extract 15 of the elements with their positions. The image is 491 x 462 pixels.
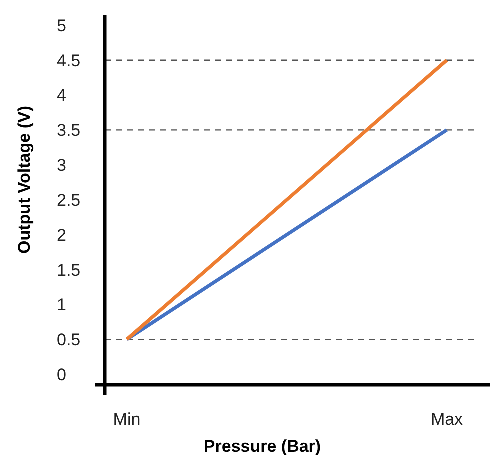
y-tick-label: 1 xyxy=(57,296,66,315)
y-tick-label: 0.5 xyxy=(57,330,81,350)
y-tick-label: 4 xyxy=(57,86,66,106)
x-tick-label: Min xyxy=(113,410,141,429)
y-tick-label: 2.5 xyxy=(57,190,81,210)
y-tick-label: 4.5 xyxy=(57,51,81,70)
y-tick-label: 1.5 xyxy=(57,260,81,280)
y-tick-label: 2 xyxy=(57,226,66,245)
y-tick-label: 5 xyxy=(57,16,66,36)
y-tick-label: 0 xyxy=(57,365,66,384)
x-tick-label: Max xyxy=(430,410,464,429)
y-tick-label: 3.5 xyxy=(57,121,81,140)
y-tick-label: 3 xyxy=(57,156,66,176)
x-axis-title: Pressure (Bar) xyxy=(204,437,322,456)
y-axis-title: Output Voltage (V) xyxy=(15,106,34,254)
